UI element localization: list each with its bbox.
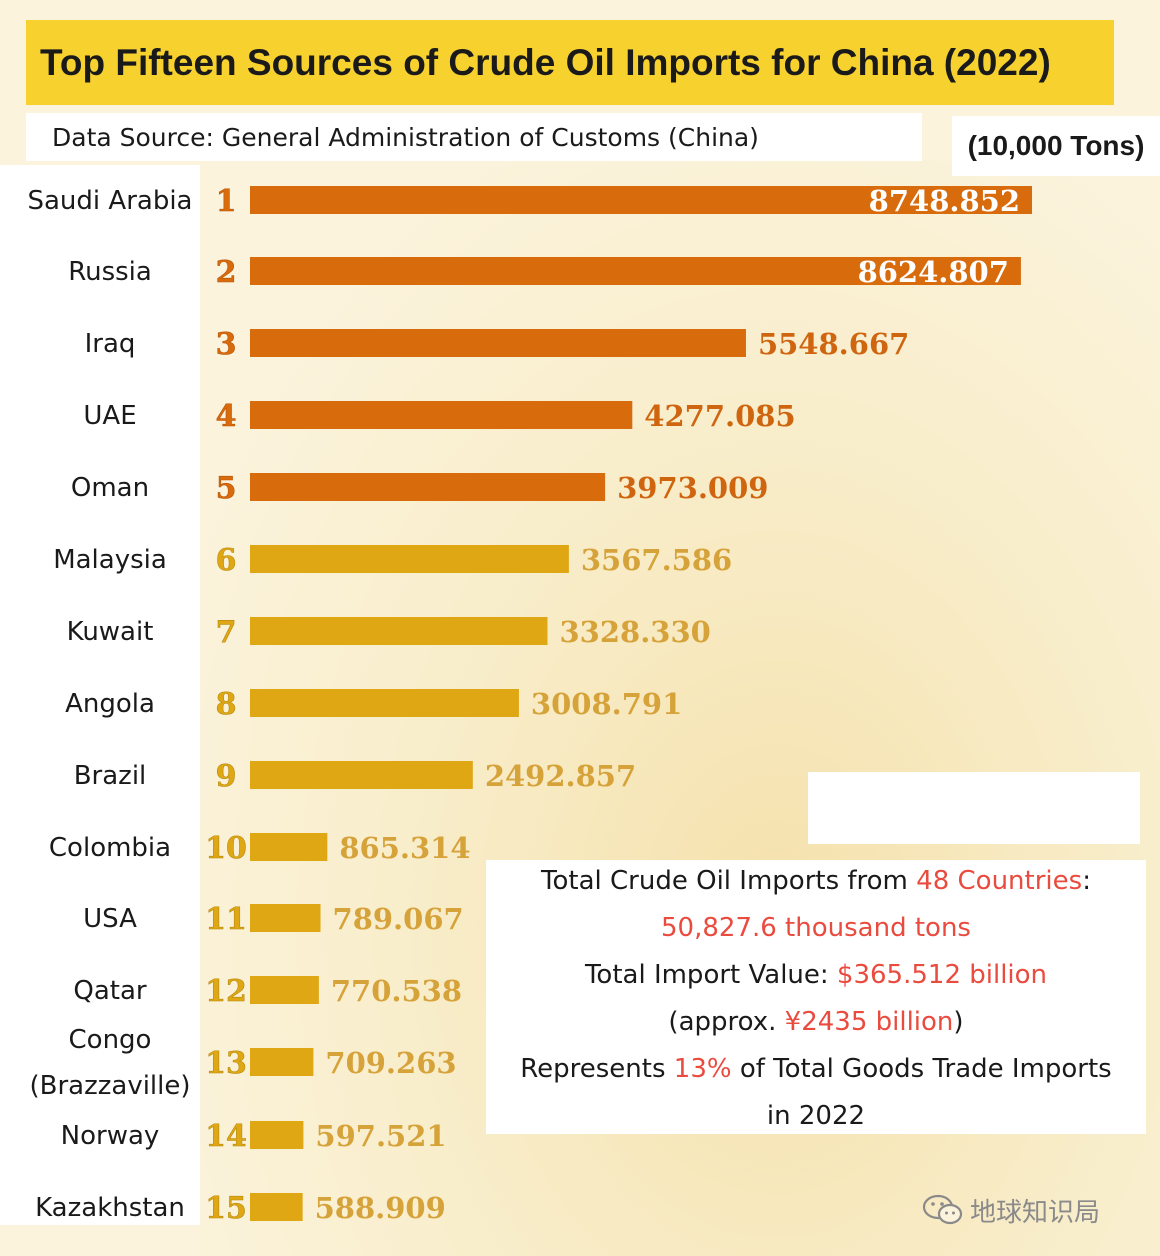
bar	[250, 833, 328, 861]
summary-line-2: 50,827.6 thousand tons	[486, 905, 1146, 952]
summary-text: :	[1082, 866, 1091, 896]
rank-number: 10	[205, 831, 247, 866]
value-label: 709.263	[325, 1046, 456, 1080]
summary-line-3: Total Import Value: $365.512 billion	[486, 952, 1146, 999]
value-label: 865.314	[339, 831, 470, 865]
value-label: 8748.852	[869, 184, 1020, 218]
value-label: 770.538	[331, 974, 462, 1008]
bar	[250, 617, 548, 645]
country-label: Iraq	[85, 329, 136, 359]
summary-highlight: 13%	[673, 1054, 732, 1084]
country-label: Congo	[69, 1025, 152, 1055]
summary-text: Represents	[520, 1054, 674, 1084]
bar	[250, 1193, 303, 1221]
value-label: 5548.667	[758, 327, 909, 361]
country-label: Kazakhstan	[35, 1193, 185, 1223]
value-label: 597.521	[315, 1119, 446, 1153]
summary-text: )	[953, 1007, 964, 1037]
summary-highlight: 48 Countries	[916, 866, 1083, 896]
summary-line-4: (approx. ¥2435 billion)	[486, 999, 1146, 1046]
bar	[250, 1048, 314, 1076]
summary-text: (approx.	[668, 1007, 785, 1037]
unit-box: (10,000 Tons)	[952, 116, 1160, 176]
country-label: USA	[83, 904, 137, 934]
rank-number: 15	[205, 1191, 247, 1226]
bar	[250, 186, 1032, 214]
bar	[250, 1121, 304, 1149]
unit-label: (10,000 Tons)	[967, 130, 1145, 161]
value-label: 588.909	[315, 1191, 446, 1225]
country-label: Oman	[71, 473, 149, 503]
value-label: 4277.085	[644, 399, 795, 433]
value-label: 3973.009	[617, 471, 768, 505]
rank-number: 7	[216, 615, 237, 650]
summary-text: in 2022	[766, 1101, 866, 1131]
bar	[250, 545, 569, 573]
country-label: UAE	[83, 401, 136, 431]
rank-number: 14	[205, 1119, 247, 1154]
value-label: 3567.586	[581, 543, 732, 577]
rank-number: 4	[216, 399, 237, 434]
value-label: 8624.807	[858, 255, 1009, 289]
blank-box	[808, 772, 1140, 844]
country-label: (Brazzaville)	[29, 1071, 190, 1101]
value-label: 789.067	[333, 902, 464, 936]
summary-line-1: Total Crude Oil Imports from 48 Countrie…	[486, 858, 1146, 905]
country-label: Angola	[65, 689, 155, 719]
country-label: Malaysia	[53, 545, 167, 575]
rank-number: 12	[205, 974, 247, 1009]
summary-text: of Total Goods Trade Imports	[731, 1054, 1112, 1084]
wechat-icon	[922, 1194, 963, 1225]
country-label: Brazil	[74, 761, 147, 791]
country-label: Colombia	[49, 833, 171, 863]
value-label: 3328.330	[559, 615, 710, 649]
summary-highlight: 50,827.6 thousand tons	[661, 913, 971, 943]
country-label: Norway	[61, 1121, 160, 1151]
country-label: Saudi Arabia	[28, 186, 193, 216]
rank-number: 6	[216, 543, 237, 578]
rank-number: 9	[216, 759, 237, 794]
source-box: Data Source: General Administration of C…	[26, 113, 922, 161]
bar	[250, 689, 519, 717]
value-label: 3008.791	[531, 687, 682, 721]
bar	[250, 329, 746, 357]
bar	[250, 401, 633, 429]
summary-text: Total Import Value:	[584, 960, 837, 990]
rank-number: 13	[205, 1046, 247, 1081]
summary-line-5: Represents 13% of Total Goods Trade Impo…	[486, 1046, 1146, 1093]
rank-number: 8	[216, 687, 237, 722]
watermark-text: 地球知识局	[970, 1197, 1101, 1228]
chart-title: Top Fifteen Sources of Crude Oil Imports…	[40, 41, 1051, 83]
country-label: Russia	[68, 257, 152, 287]
rank-number: 5	[216, 471, 237, 506]
watermark: 地球知识局	[922, 1188, 1100, 1232]
bar	[250, 904, 321, 932]
summary-line-6: in 2022	[486, 1093, 1146, 1140]
bar	[250, 473, 606, 501]
summary-highlight: $365.512 billion	[836, 960, 1048, 990]
data-source: Data Source: General Administration of C…	[52, 122, 759, 152]
country-label: Qatar	[73, 976, 147, 1006]
rank-number: 2	[216, 255, 237, 290]
country-label: Kuwait	[67, 617, 154, 647]
rank-number: 1	[216, 184, 237, 219]
value-label: 2492.857	[485, 759, 636, 793]
bar	[250, 761, 473, 789]
summary-highlight: ¥2435 billion	[784, 1007, 954, 1037]
summary-box: Total Crude Oil Imports from 48 Countrie…	[486, 860, 1146, 1134]
rank-number: 11	[205, 902, 247, 937]
title-banner: Top Fifteen Sources of Crude Oil Imports…	[26, 20, 1114, 105]
summary-text: Total Crude Oil Imports from	[541, 866, 917, 896]
label-panel	[0, 165, 200, 1225]
bar	[250, 257, 1021, 285]
bar	[250, 976, 319, 1004]
rank-number: 3	[216, 327, 237, 362]
